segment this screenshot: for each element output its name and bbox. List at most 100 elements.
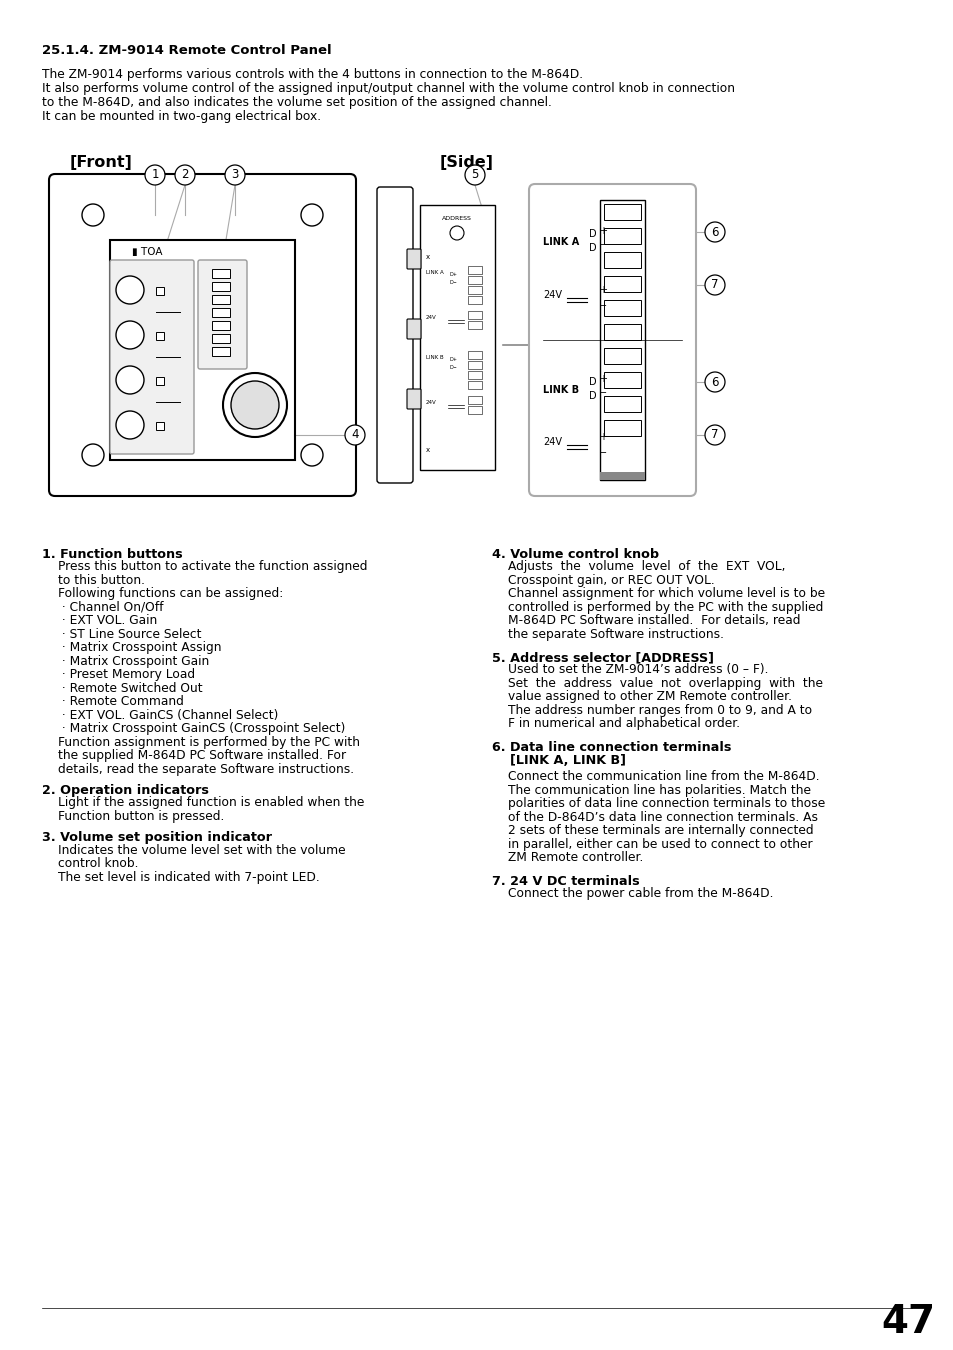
Bar	[599, 200, 644, 481]
Text: D: D	[588, 230, 596, 239]
Circle shape	[116, 366, 144, 394]
Text: value assigned to other ZM Remote controller.: value assigned to other ZM Remote contro…	[507, 690, 791, 703]
Circle shape	[704, 221, 724, 242]
Text: Press this button to activate the function assigned: Press this button to activate the functi…	[58, 560, 367, 574]
Text: 24V: 24V	[542, 290, 561, 300]
Text: 2 sets of these terminals are internally connected: 2 sets of these terminals are internally…	[507, 825, 813, 837]
Text: 2. Operation indicators: 2. Operation indicators	[42, 784, 209, 798]
Text: in parallel, either can be used to connect to other: in parallel, either can be used to conne…	[507, 838, 812, 850]
Text: +: +	[598, 374, 606, 383]
Text: Function button is pressed.: Function button is pressed.	[58, 810, 224, 824]
Text: D: D	[588, 392, 596, 401]
Text: · Channel On/Off: · Channel On/Off	[58, 601, 163, 614]
Circle shape	[82, 204, 104, 225]
Bar	[156, 288, 164, 296]
Text: [Front]: [Front]	[70, 155, 132, 170]
Circle shape	[301, 444, 323, 466]
Text: The communication line has polarities. Match the: The communication line has polarities. M…	[507, 784, 810, 796]
Circle shape	[345, 425, 365, 446]
Text: control knob.: control knob.	[58, 857, 138, 871]
Text: The address number ranges from 0 to 9, and A to: The address number ranges from 0 to 9, a…	[507, 703, 811, 717]
Circle shape	[116, 410, 144, 439]
Circle shape	[116, 275, 144, 304]
Bar	[603, 396, 640, 412]
FancyBboxPatch shape	[49, 174, 355, 495]
Bar	[468, 406, 481, 414]
Text: x: x	[425, 254, 430, 261]
Text: · Matrix Crosspoint Gain: · Matrix Crosspoint Gain	[58, 655, 209, 668]
Text: · Remote Switched Out: · Remote Switched Out	[58, 682, 202, 695]
Text: of the D-864D’s data line connection terminals. As: of the D-864D’s data line connection ter…	[507, 811, 817, 824]
Text: Indicates the volume level set with the volume: Indicates the volume level set with the …	[58, 844, 345, 857]
Bar	[468, 310, 481, 319]
FancyBboxPatch shape	[198, 261, 247, 369]
Text: · ST Line Source Select: · ST Line Source Select	[58, 628, 201, 641]
Text: polarities of data line connection terminals to those: polarities of data line connection termi…	[507, 798, 824, 810]
Bar	[110, 240, 294, 460]
Text: The set level is indicated with 7-point LED.: The set level is indicated with 7-point …	[58, 871, 319, 884]
Text: 1. Function buttons: 1. Function buttons	[42, 548, 182, 562]
Text: Connect the power cable from the M-864D.: Connect the power cable from the M-864D.	[507, 887, 773, 900]
Text: LINK A: LINK A	[426, 270, 443, 275]
FancyBboxPatch shape	[110, 261, 193, 454]
Bar	[212, 347, 230, 356]
Circle shape	[704, 275, 724, 296]
Text: −: −	[598, 301, 606, 310]
Bar	[468, 381, 481, 389]
Circle shape	[464, 165, 484, 185]
Text: 3. Volume set position indicator: 3. Volume set position indicator	[42, 832, 272, 844]
Text: 1: 1	[152, 169, 158, 181]
Text: 47: 47	[880, 1303, 934, 1341]
FancyBboxPatch shape	[407, 319, 420, 339]
Text: ADDRESS: ADDRESS	[441, 216, 472, 221]
Text: the supplied M-864D PC Software installed. For: the supplied M-864D PC Software installe…	[58, 749, 346, 763]
Text: 6: 6	[711, 225, 718, 239]
Circle shape	[116, 321, 144, 350]
Bar	[603, 204, 640, 220]
Bar	[156, 377, 164, 385]
Text: Following functions can be assigned:: Following functions can be assigned:	[58, 587, 283, 601]
Text: Adjusts  the  volume  level  of  the  EXT  VOL,: Adjusts the volume level of the EXT VOL,	[507, 560, 784, 574]
Text: 5: 5	[471, 169, 478, 181]
Text: 7: 7	[711, 428, 718, 441]
Text: +: +	[598, 285, 606, 296]
Text: D−: D−	[450, 279, 457, 285]
Bar	[603, 228, 640, 244]
Bar	[603, 252, 640, 269]
Text: 24V: 24V	[542, 437, 561, 447]
Text: 3: 3	[231, 169, 238, 181]
Text: F in numerical and alphabetical order.: F in numerical and alphabetical order.	[507, 717, 740, 730]
Text: · Preset Memory Load: · Preset Memory Load	[58, 668, 195, 682]
FancyBboxPatch shape	[407, 389, 420, 409]
Text: 5. Address selector [ADDRESS]: 5. Address selector [ADDRESS]	[492, 651, 713, 664]
Circle shape	[82, 444, 104, 466]
Bar	[212, 321, 230, 329]
Bar	[156, 423, 164, 431]
Text: Used to set the ZM-9014’s address (0 – F).: Used to set the ZM-9014’s address (0 – F…	[507, 663, 768, 676]
Text: LINK B: LINK B	[426, 355, 443, 360]
Bar	[468, 396, 481, 404]
Circle shape	[450, 225, 463, 240]
Bar	[603, 373, 640, 387]
Text: Function assignment is performed by the PC with: Function assignment is performed by the …	[58, 736, 359, 749]
Text: D+: D+	[450, 356, 457, 362]
Text: +: +	[598, 225, 606, 236]
Text: Set  the  address  value  not  overlapping  with  the: Set the address value not overlapping wi…	[507, 676, 822, 690]
Text: 4. Volume control knob: 4. Volume control knob	[492, 548, 659, 562]
Bar	[603, 348, 640, 364]
Text: D: D	[588, 243, 596, 252]
Text: 7. 24 V DC terminals: 7. 24 V DC terminals	[492, 875, 639, 888]
Text: to this button.: to this button.	[58, 574, 145, 587]
Text: It also performs volume control of the assigned input/output channel with the vo: It also performs volume control of the a…	[42, 82, 734, 94]
Text: Connect the communication line from the M-864D.: Connect the communication line from the …	[507, 771, 819, 783]
Bar	[212, 282, 230, 292]
Text: 2: 2	[181, 169, 189, 181]
Bar	[419, 205, 495, 470]
Circle shape	[225, 165, 245, 185]
Bar	[212, 296, 230, 304]
Text: to the M-864D, and also indicates the volume set position of the assigned channe: to the M-864D, and also indicates the vo…	[42, 96, 551, 109]
Bar	[468, 360, 481, 369]
Bar	[212, 333, 230, 343]
Bar	[603, 275, 640, 292]
Bar	[468, 266, 481, 274]
